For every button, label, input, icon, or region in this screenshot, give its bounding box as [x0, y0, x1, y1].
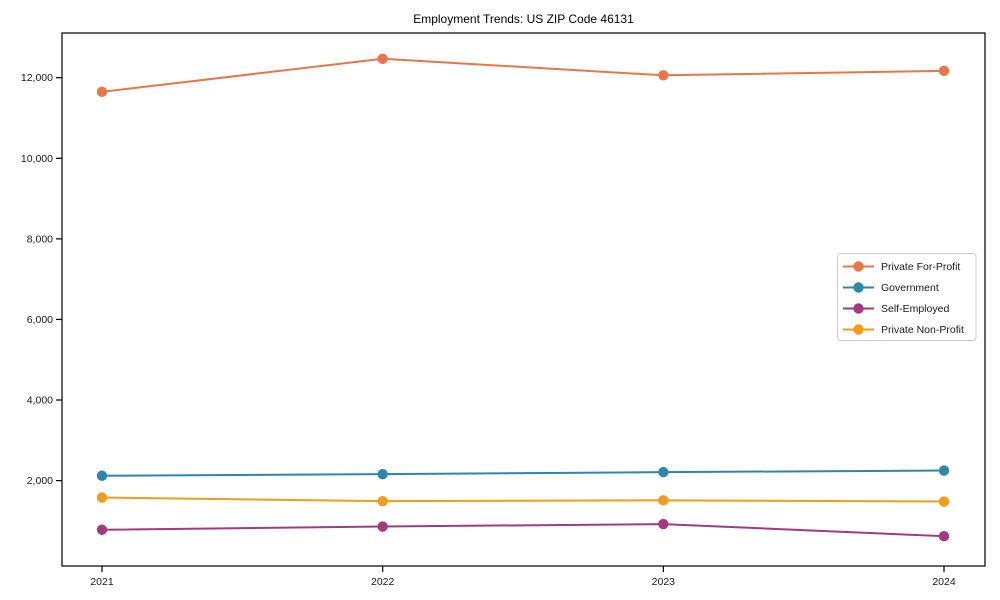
data-point-government-2022	[377, 468, 388, 480]
legend-label: Government	[881, 282, 939, 294]
legend-label: Private For-Profit	[881, 261, 960, 273]
legend-marker	[853, 282, 864, 293]
legend-box	[837, 253, 977, 341]
data-point-private-for-profit-2022	[377, 53, 388, 64]
data-point-private-non-profit-2021	[96, 492, 108, 503]
legend-item-self-employed: Self-Employed	[843, 303, 949, 315]
y-tick-label: 12,000	[21, 72, 53, 84]
data-point-private-non-profit-2024	[938, 496, 950, 507]
series-line-government	[101, 469, 945, 477]
plot-area: 2,000 4,000 6,000 8,000 10,000 12,000 2021 2022…	[21, 32, 986, 588]
chart-title: Employment Trends: US ZIP Code 46131	[413, 12, 634, 26]
data-point-private-for-profit-2023	[658, 70, 669, 81]
y-tick-label: 8,000	[27, 233, 53, 245]
data-point-government-2024	[938, 465, 950, 476]
series-line-private-non-profit	[101, 496, 945, 503]
legend-label: Self-Employed	[881, 303, 949, 315]
series-line-private-for-profit	[101, 57, 945, 93]
legend-label: Private Non-Profit	[881, 324, 964, 336]
legend-item-private-non-profit: Private Non-Profit	[843, 324, 964, 336]
legend-marker	[853, 261, 864, 272]
y-tick-label: 2,000	[27, 475, 53, 487]
plot-frame	[61, 32, 986, 567]
data-point-private-non-profit-2023	[658, 495, 669, 506]
legend-marker	[853, 303, 864, 314]
legend-item-government: Government	[843, 282, 939, 294]
legend-item-private-for-profit: Private For-Profit	[843, 261, 960, 273]
x-tick-label: 2022	[371, 576, 395, 588]
x-tick-label: 2023	[652, 576, 676, 588]
legend-marker	[853, 324, 864, 335]
data-point-government-2023	[658, 466, 669, 478]
data-point-self-employed-2022	[377, 521, 388, 532]
y-tick-label: 6,000	[27, 314, 53, 326]
data-point-private-for-profit-2024	[938, 65, 950, 77]
x-tick-label: 2024	[932, 576, 956, 588]
y-tick-label: 10,000	[21, 153, 53, 165]
y-tick-label: 4,000	[27, 395, 53, 407]
x-tick-label: 2021	[90, 576, 114, 588]
series-line-self-employed	[101, 523, 945, 538]
data-point-self-employed-2023	[658, 518, 669, 530]
data-point-self-employed-2021	[96, 524, 108, 535]
data-point-private-for-profit-2021	[96, 86, 108, 98]
data-point-self-employed-2024	[938, 530, 950, 542]
data-point-private-non-profit-2022	[377, 495, 388, 507]
data-point-government-2021	[96, 470, 108, 481]
legend: Private For-Profit Government Self-Employe…	[837, 253, 977, 341]
